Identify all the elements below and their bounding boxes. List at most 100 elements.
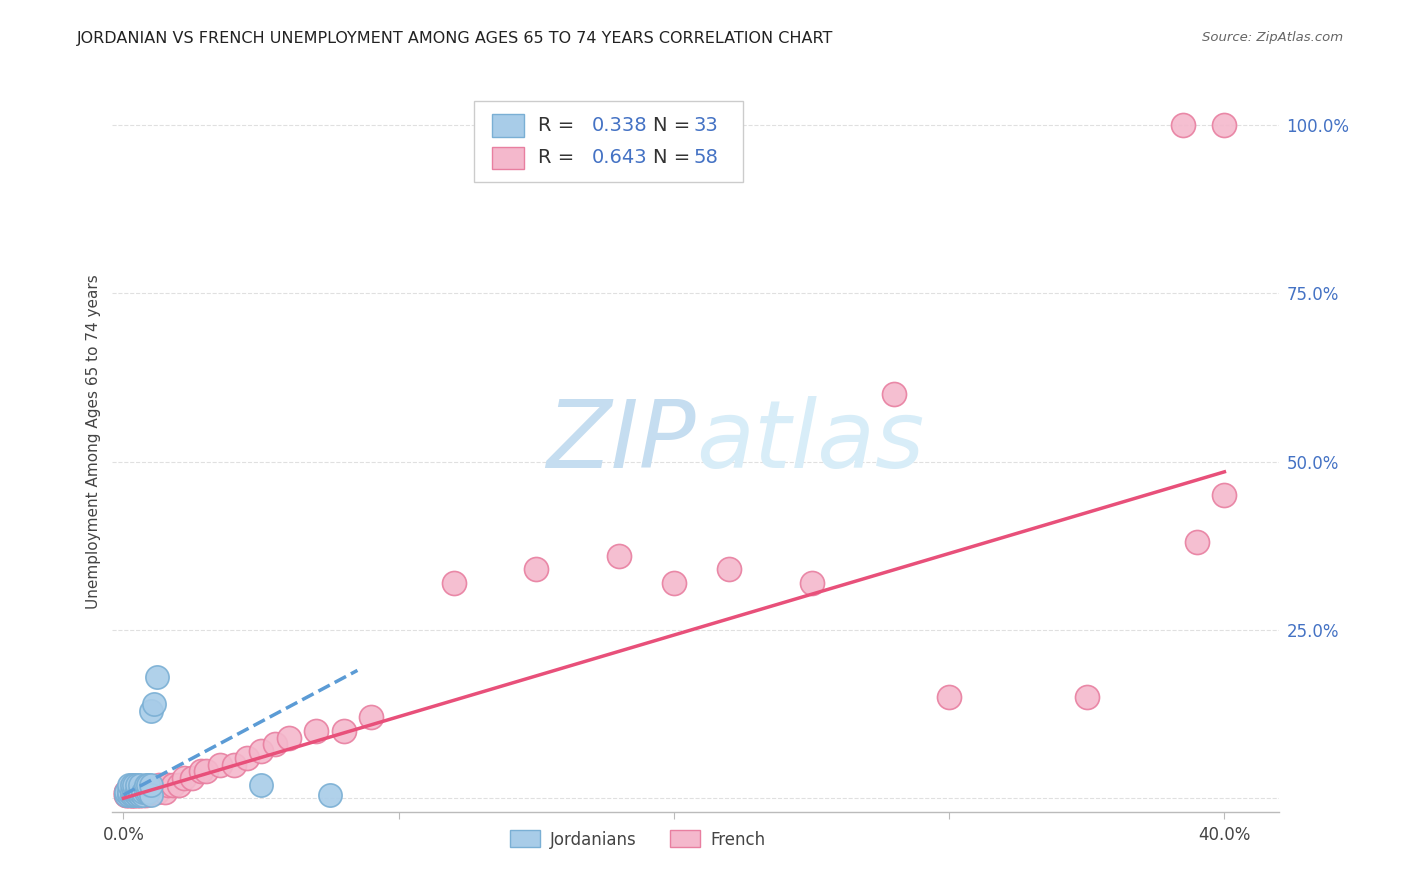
Point bbox=[1185, 535, 1208, 549]
Point bbox=[124, 778, 146, 792]
Point bbox=[208, 757, 231, 772]
Point bbox=[443, 575, 465, 590]
Point bbox=[145, 784, 167, 798]
Point bbox=[1213, 118, 1236, 132]
Point bbox=[129, 784, 152, 798]
Point bbox=[118, 788, 141, 802]
Point bbox=[134, 784, 156, 798]
Point bbox=[127, 788, 149, 802]
Point bbox=[236, 751, 259, 765]
Point bbox=[118, 784, 141, 798]
FancyBboxPatch shape bbox=[474, 101, 742, 183]
Point bbox=[124, 784, 146, 798]
Text: R =: R = bbox=[538, 116, 581, 135]
Point bbox=[938, 690, 960, 705]
Point bbox=[136, 784, 159, 798]
Point bbox=[127, 788, 149, 802]
Point bbox=[124, 784, 146, 798]
Point bbox=[167, 778, 190, 792]
Point bbox=[127, 784, 149, 798]
Point bbox=[134, 778, 156, 792]
Point bbox=[139, 784, 162, 798]
Legend: Jordanians, French: Jordanians, French bbox=[503, 823, 772, 855]
Point bbox=[121, 788, 143, 802]
Point bbox=[115, 784, 138, 798]
Text: N =: N = bbox=[652, 148, 696, 168]
Point bbox=[142, 697, 165, 711]
Point bbox=[127, 784, 149, 798]
Point bbox=[145, 670, 167, 684]
Text: ZIP: ZIP bbox=[547, 396, 696, 487]
Point bbox=[129, 788, 152, 802]
Point bbox=[115, 788, 138, 802]
Point bbox=[524, 562, 547, 576]
Point bbox=[127, 784, 149, 798]
Point bbox=[121, 788, 143, 802]
Point bbox=[121, 788, 143, 802]
Point bbox=[118, 788, 141, 802]
Point bbox=[121, 784, 143, 798]
Point bbox=[717, 562, 740, 576]
Point bbox=[115, 784, 138, 798]
Point bbox=[181, 771, 204, 785]
Point bbox=[129, 788, 152, 802]
Point bbox=[148, 778, 170, 792]
Point bbox=[118, 784, 141, 798]
Point bbox=[263, 738, 285, 752]
Point bbox=[134, 784, 156, 798]
Text: Source: ZipAtlas.com: Source: ZipAtlas.com bbox=[1202, 31, 1343, 45]
Point bbox=[162, 778, 184, 792]
Point bbox=[319, 788, 342, 802]
Point bbox=[129, 788, 152, 802]
Point bbox=[132, 784, 155, 798]
Point bbox=[118, 778, 141, 792]
Y-axis label: Unemployment Among Ages 65 to 74 years: Unemployment Among Ages 65 to 74 years bbox=[86, 274, 101, 609]
FancyBboxPatch shape bbox=[492, 147, 524, 169]
Point bbox=[115, 788, 138, 802]
Point bbox=[332, 723, 354, 738]
Text: 33: 33 bbox=[693, 116, 718, 135]
Text: N =: N = bbox=[652, 116, 696, 135]
Point bbox=[195, 764, 218, 779]
Point bbox=[129, 784, 152, 798]
Text: R =: R = bbox=[538, 148, 581, 168]
Point bbox=[124, 788, 146, 802]
Point bbox=[153, 784, 176, 798]
Point bbox=[118, 788, 141, 802]
Point bbox=[129, 788, 152, 802]
FancyBboxPatch shape bbox=[492, 114, 524, 136]
Point bbox=[139, 788, 162, 802]
Point bbox=[1076, 690, 1098, 705]
Point bbox=[360, 710, 382, 724]
Point bbox=[129, 778, 152, 792]
Point bbox=[121, 778, 143, 792]
Point bbox=[156, 778, 179, 792]
Point bbox=[277, 731, 299, 745]
Point bbox=[127, 778, 149, 792]
Point bbox=[124, 788, 146, 802]
Point bbox=[250, 778, 273, 792]
Point bbox=[139, 704, 162, 718]
Point bbox=[1171, 118, 1194, 132]
Point bbox=[127, 784, 149, 798]
Point bbox=[800, 575, 823, 590]
Text: 0.338: 0.338 bbox=[592, 116, 648, 135]
Point bbox=[121, 788, 143, 802]
Point bbox=[139, 778, 162, 792]
Text: atlas: atlas bbox=[696, 396, 924, 487]
Point bbox=[305, 723, 328, 738]
Point bbox=[173, 771, 195, 785]
Point bbox=[607, 549, 630, 563]
Point bbox=[250, 744, 273, 758]
Text: 58: 58 bbox=[693, 148, 718, 168]
Point bbox=[134, 788, 156, 802]
Text: 0.643: 0.643 bbox=[592, 148, 648, 168]
Point bbox=[662, 575, 685, 590]
Point bbox=[132, 788, 155, 802]
Point bbox=[136, 784, 159, 798]
Point bbox=[121, 784, 143, 798]
Point bbox=[115, 784, 138, 798]
Point bbox=[124, 784, 146, 798]
Point bbox=[222, 757, 245, 772]
Point bbox=[127, 788, 149, 802]
